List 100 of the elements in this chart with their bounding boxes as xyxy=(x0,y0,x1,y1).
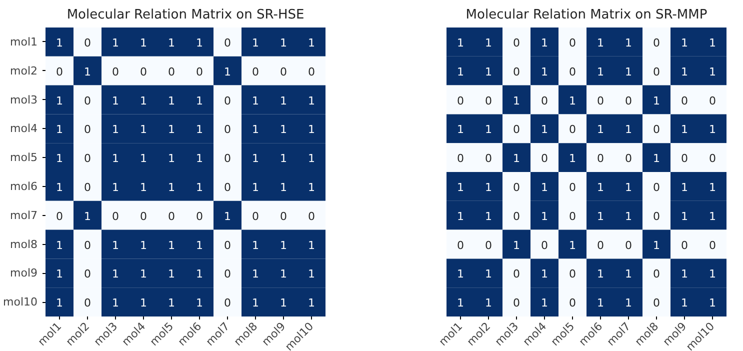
data-label: 0 xyxy=(56,65,63,78)
data-label: 0 xyxy=(485,94,492,108)
data-label: 0 xyxy=(625,152,632,166)
data-label: 1 xyxy=(280,152,287,166)
data-label: 1 xyxy=(569,94,576,108)
data-label: 1 xyxy=(196,296,203,310)
data-label: 0 xyxy=(224,94,231,108)
y-tick-label: mol1 xyxy=(10,35,38,48)
data-label: 1 xyxy=(541,180,548,194)
data-label: 0 xyxy=(653,210,660,223)
data-label: 1 xyxy=(56,268,63,281)
data-label: 1 xyxy=(308,238,315,252)
data-label: 0 xyxy=(513,36,520,50)
data-label: 0 xyxy=(84,296,91,310)
data-label: 1 xyxy=(84,210,91,223)
y-tick-label: mol4 xyxy=(10,122,38,136)
data-label: 0 xyxy=(513,210,520,223)
data-label: 1 xyxy=(541,65,548,78)
data-label: 0 xyxy=(653,123,660,136)
data-label: 1 xyxy=(252,152,259,166)
data-label: 1 xyxy=(569,152,576,166)
data-label: 1 xyxy=(485,123,492,136)
data-label: 1 xyxy=(625,180,632,194)
data-label: 1 xyxy=(56,94,63,108)
data-label: 1 xyxy=(597,268,604,281)
data-label: 0 xyxy=(224,238,231,252)
data-label: 1 xyxy=(457,268,464,281)
y-tick-label: mol9 xyxy=(10,266,38,280)
data-label: 1 xyxy=(653,152,660,166)
data-label: 1 xyxy=(653,94,660,108)
data-label: 1 xyxy=(168,94,175,108)
data-label: 1 xyxy=(308,296,315,310)
data-label: 1 xyxy=(569,238,576,252)
data-label: 1 xyxy=(709,296,716,310)
data-label: 0 xyxy=(541,152,548,166)
data-label: 1 xyxy=(252,268,259,281)
data-label: 1 xyxy=(56,36,63,50)
data-label: 1 xyxy=(168,296,175,310)
data-label: 0 xyxy=(140,210,147,223)
data-label: 0 xyxy=(709,94,716,108)
data-label: 1 xyxy=(541,123,548,136)
data-label: 1 xyxy=(280,180,287,194)
data-label: 0 xyxy=(485,152,492,166)
data-label: 1 xyxy=(597,123,604,136)
data-label: 1 xyxy=(140,36,147,50)
data-label: 0 xyxy=(224,123,231,136)
data-label: 0 xyxy=(597,94,604,108)
data-label: 0 xyxy=(653,268,660,281)
data-label: 0 xyxy=(541,94,548,108)
data-label: 0 xyxy=(569,180,576,194)
data-label: 0 xyxy=(252,210,259,223)
data-label: 0 xyxy=(280,210,287,223)
data-label: 1 xyxy=(280,268,287,281)
data-label: 1 xyxy=(709,36,716,50)
data-label: 1 xyxy=(252,36,259,50)
y-tick-label: mol7 xyxy=(10,208,38,222)
data-label: 1 xyxy=(709,268,716,281)
data-label: 0 xyxy=(140,65,147,78)
data-label: 1 xyxy=(252,238,259,252)
data-label: 1 xyxy=(681,36,688,50)
data-label: 1 xyxy=(709,123,716,136)
data-label: 1 xyxy=(196,36,203,50)
data-label: 0 xyxy=(681,238,688,252)
data-label: 1 xyxy=(485,210,492,223)
data-label: 1 xyxy=(625,123,632,136)
data-label: 1 xyxy=(252,94,259,108)
data-label: 1 xyxy=(112,238,119,252)
data-label: 1 xyxy=(140,152,147,166)
data-label: 0 xyxy=(112,210,119,223)
data-label: 0 xyxy=(84,268,91,281)
data-label: 0 xyxy=(569,123,576,136)
data-label: 1 xyxy=(457,180,464,194)
data-label: 1 xyxy=(280,123,287,136)
data-label: 1 xyxy=(224,65,231,78)
data-label: 0 xyxy=(84,36,91,50)
data-label: 0 xyxy=(84,123,91,136)
y-tick-label: mol8 xyxy=(10,238,38,251)
data-label: 1 xyxy=(485,268,492,281)
data-label: 0 xyxy=(709,152,716,166)
data-label: 1 xyxy=(196,94,203,108)
data-label: 0 xyxy=(597,152,604,166)
data-label: 0 xyxy=(625,238,632,252)
data-label: 0 xyxy=(84,152,91,166)
data-label: 0 xyxy=(252,65,259,78)
data-label: 1 xyxy=(112,94,119,108)
data-label: 1 xyxy=(308,180,315,194)
data-label: 0 xyxy=(196,210,203,223)
data-label: 1 xyxy=(56,238,63,252)
data-label: 1 xyxy=(308,94,315,108)
data-label: 1 xyxy=(140,180,147,194)
data-label: 1 xyxy=(485,296,492,310)
data-label: 1 xyxy=(457,123,464,136)
data-label: 1 xyxy=(224,210,231,223)
data-label: 1 xyxy=(709,180,716,194)
y-tick-label: mol10 xyxy=(3,296,38,309)
data-label: 0 xyxy=(224,268,231,281)
data-label: 0 xyxy=(84,180,91,194)
data-label: 1 xyxy=(681,123,688,136)
data-label: 1 xyxy=(457,65,464,78)
data-label: 0 xyxy=(653,180,660,194)
